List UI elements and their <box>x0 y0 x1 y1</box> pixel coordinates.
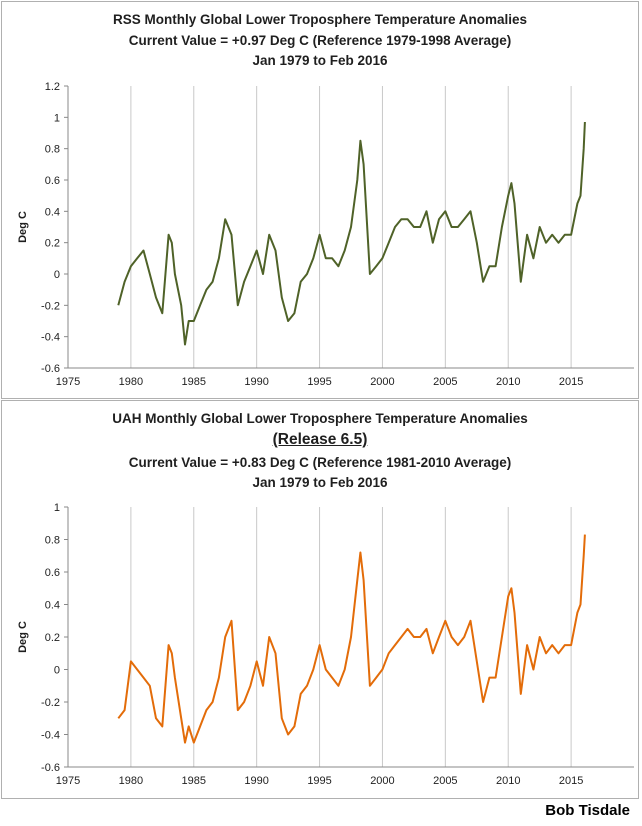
author-credit: Bob Tisdale <box>545 802 630 819</box>
rss-ytick-label: 0.2 <box>45 238 60 250</box>
rss-xtick-label: 1990 <box>244 376 268 388</box>
uah-xtick-label: 2000 <box>370 775 394 787</box>
rss-xtick-label: 2005 <box>433 376 457 388</box>
uah-line-chart: 1975 1980 1985 1990 1995 2000 2005 2010 2015 1 0.8… <box>17 502 634 787</box>
rss-ytick-label: 1 <box>54 112 60 124</box>
uah-ytick-label: 0 <box>54 665 60 677</box>
uah-title-line-3: Current Value = +0.83 Deg C (Reference 1… <box>128 455 512 470</box>
uah-xtick-label: 1985 <box>182 775 206 787</box>
rss-title-line-2: Current Value = +0.97 Deg C (Reference 1… <box>128 33 512 48</box>
uah-series-line <box>117 534 586 744</box>
rss-line-chart: 1975 1980 1985 1990 1995 2000 2005 2010 2015 1.2 1… <box>17 81 634 388</box>
rss-ytick-label: 0.6 <box>45 175 60 187</box>
uah-title-line-4: Jan 1979 to Feb 2016 <box>252 475 388 490</box>
rss-title-line-1: RSS Monthly Global Lower Troposphere Tem… <box>112 12 528 27</box>
rss-xtick-label: 1975 <box>56 376 80 388</box>
uah-release-label: (Release 6.5) <box>272 431 368 448</box>
rss-xtick-label: 1980 <box>119 376 143 388</box>
uah-ytick-label: 1 <box>54 502 60 514</box>
uah-xtick-label: 2010 <box>496 775 520 787</box>
uah-ytick-label: 0.2 <box>45 632 60 644</box>
rss-series-line <box>117 121 586 346</box>
uah-xtick-label: 2015 <box>559 775 583 787</box>
rss-ytick-label: -0.6 <box>41 363 60 375</box>
rss-y-axis-label: Deg C <box>17 211 29 243</box>
rss-ytick-label: 0.4 <box>45 206 60 218</box>
uah-ytick-label: 0.8 <box>45 535 60 547</box>
rss-xtick-label: 2010 <box>496 376 520 388</box>
uah-xtick-label: 1995 <box>307 775 331 787</box>
rss-ytick-label: 1.2 <box>45 81 60 93</box>
uah-ytick-label: 0.4 <box>45 600 60 612</box>
rss-ytick-label: -0.2 <box>41 300 60 312</box>
rss-chart-panel: RSS Monthly Global Lower Troposphere Tem… <box>1 1 639 399</box>
rss-xtick-label: 2000 <box>370 376 394 388</box>
rss-ytick-label: 0 <box>54 269 60 281</box>
uah-xtick-label: 1975 <box>56 775 80 787</box>
uah-title-line-1: UAH Monthly Global Lower Troposphere Tem… <box>112 411 528 426</box>
uah-ytick-label: -0.4 <box>41 730 60 742</box>
rss-xtick-label: 2015 <box>559 376 583 388</box>
uah-ytick-label: -0.6 <box>41 762 60 774</box>
rss-ytick-label: -0.4 <box>41 332 60 344</box>
uah-y-axis-label: Deg C <box>17 621 29 653</box>
rss-xtick-label: 1985 <box>182 376 206 388</box>
uah-xtick-label: 1980 <box>119 775 143 787</box>
uah-xtick-label: 2005 <box>433 775 457 787</box>
rss-ytick-label: 0.8 <box>45 144 60 156</box>
rss-xtick-label: 1995 <box>307 376 331 388</box>
rss-title-line-3: Jan 1979 to Feb 2016 <box>252 53 388 68</box>
uah-ytick-label: -0.2 <box>41 697 60 709</box>
uah-xtick-label: 1990 <box>244 775 268 787</box>
uah-ytick-label: 0.6 <box>45 567 60 579</box>
uah-chart-panel: UAH Monthly Global Lower Troposphere Tem… <box>1 400 639 799</box>
